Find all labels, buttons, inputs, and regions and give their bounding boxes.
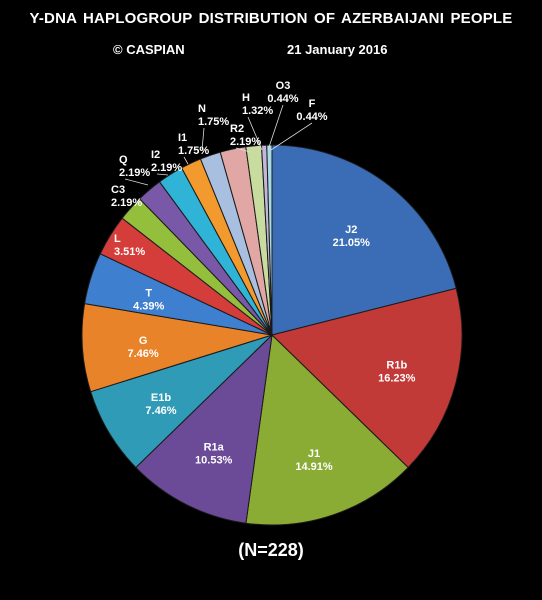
pie-slice-j2: [271, 144, 457, 336]
slice-value-h: 1.32%: [242, 105, 273, 117]
slice-label-h: H: [242, 92, 250, 104]
slice-label-e1b: E1b: [151, 392, 171, 404]
slice-value-l: 3.51%: [114, 246, 145, 258]
leader-line-q: [124, 178, 149, 186]
slice-value-r2: 2.19%: [230, 136, 261, 148]
leader-line-i2: [156, 173, 169, 176]
date-label: 21 January 2016: [287, 42, 388, 57]
slice-label-r1a: R1a: [204, 441, 225, 453]
slice-value-r1a: 10.53%: [195, 454, 233, 466]
leader-line-o3: [267, 104, 284, 151]
slice-label-i2: I2: [151, 149, 160, 161]
slice-value-e1b: 7.46%: [145, 405, 176, 417]
slice-value-i2: 2.19%: [151, 162, 182, 174]
chart-title: Y-DNA HAPLOGROUP DISTRIBUTION OF AZERBAI…: [29, 10, 513, 27]
slice-label-j2: J2: [345, 224, 357, 236]
slice-value-j2: 21.05%: [333, 237, 371, 249]
slice-value-f: 0.44%: [296, 111, 327, 123]
slice-label-t: T: [145, 287, 152, 299]
slice-label-c3: C3: [111, 184, 125, 196]
slice-value-q: 2.19%: [119, 167, 150, 179]
slice-label-r2: R2: [230, 123, 244, 135]
slice-label-r1b: R1b: [386, 359, 407, 371]
pie-slice-r1b: [271, 287, 463, 469]
slice-label-n: N: [198, 103, 206, 115]
leader-line-h: [247, 116, 263, 151]
slice-value-t: 4.39%: [133, 300, 164, 312]
slice-label-g: G: [139, 335, 148, 347]
slice-value-j1: 14.91%: [295, 461, 333, 473]
sample-size-note: (N=228): [238, 540, 304, 560]
leader-line-f: [270, 122, 313, 151]
leader-line-n: [201, 127, 205, 151]
pie-slice-r1a: [135, 333, 273, 524]
credit-label: © CASPIAN: [113, 42, 185, 57]
slice-value-c3: 2.19%: [111, 197, 142, 209]
slice-label-q: Q: [119, 154, 128, 166]
slice-value-o3: 0.44%: [267, 93, 298, 105]
slice-label-i1: I1: [178, 132, 187, 144]
slice-value-i1: 1.75%: [178, 145, 209, 157]
slice-label-l: L: [114, 233, 121, 245]
slice-label-j1: J1: [308, 448, 320, 460]
pie-slice-j1: [245, 333, 409, 526]
slice-value-r1b: 16.23%: [378, 372, 416, 384]
leader-line-i1: [183, 156, 189, 165]
slice-value-n: 1.75%: [198, 116, 229, 128]
leader-line-r2: [235, 147, 251, 153]
slice-value-g: 7.46%: [127, 348, 158, 360]
slice-label-o3: O3: [276, 80, 291, 92]
slice-label-f: F: [309, 98, 316, 110]
